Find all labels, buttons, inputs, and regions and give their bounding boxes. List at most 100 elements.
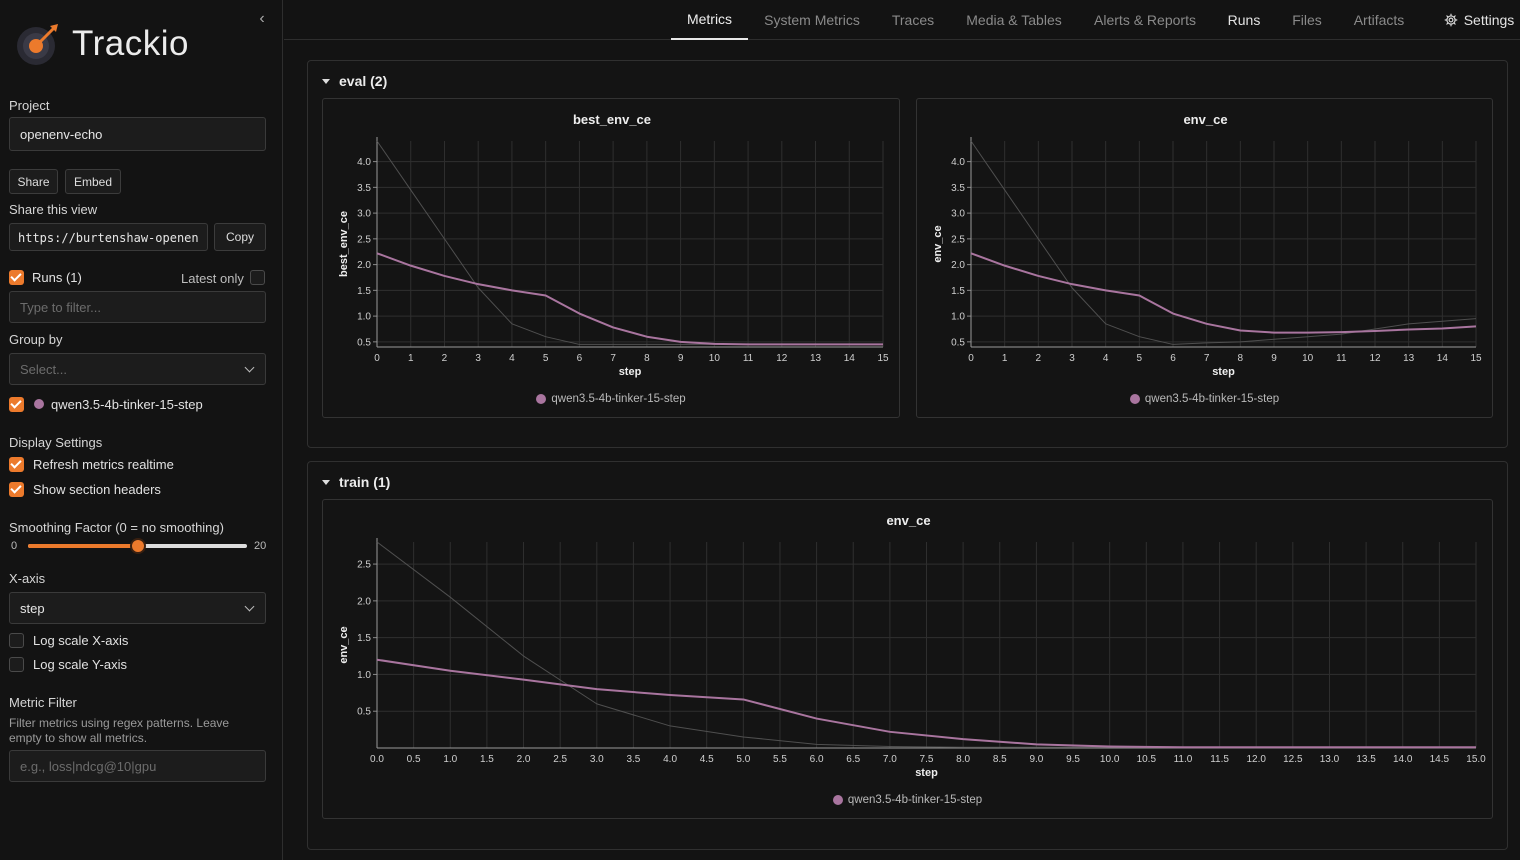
x-tick-label: 8.5 xyxy=(993,754,1007,765)
group-by-label: Group by xyxy=(9,332,63,347)
section-train: train (1) env_ce 0.0 0.5 1.0 1.5 2.0 2.5 3.0 3.5… xyxy=(307,461,1508,850)
chart-legend: qwen3.5-4b-tinker-15-step xyxy=(917,393,1492,405)
group-by-select[interactable]: Select... xyxy=(9,353,266,385)
x-tick-label: 13 xyxy=(1403,353,1415,364)
run-name: qwen3.5-4b-tinker-15-step xyxy=(51,397,203,412)
y-tick-label: 2.0 xyxy=(357,596,371,607)
x-tick-label: 11.0 xyxy=(1174,754,1193,765)
project-field[interactable]: openenv-echo xyxy=(9,117,266,151)
x-tick-label: 5 xyxy=(1137,353,1143,364)
x-tick-label: 1 xyxy=(408,353,414,364)
y-tick-label: 1.0 xyxy=(951,312,965,323)
x-tick-label: 6.0 xyxy=(810,754,824,765)
tab-media-tables[interactable]: Media & Tables xyxy=(966,12,1062,28)
series-line xyxy=(376,658,1476,749)
legend-series-name: qwen3.5-4b-tinker-15-step xyxy=(551,393,686,405)
group-by-placeholder: Select... xyxy=(20,362,67,377)
x-tick-label: 8 xyxy=(1238,353,1244,364)
y-tick-label: 3.5 xyxy=(951,183,965,194)
trackio-logo-icon xyxy=(17,24,58,65)
x-tick-label: 4.5 xyxy=(700,754,714,765)
y-tick-label: 1.0 xyxy=(357,670,371,681)
log-y-checkbox[interactable] xyxy=(9,657,24,672)
x-tick-label: 2.0 xyxy=(517,754,531,765)
x-tick-label: 13.0 xyxy=(1320,754,1340,765)
embed-button[interactable]: Embed xyxy=(65,169,121,194)
refresh-checkbox[interactable] xyxy=(9,457,24,472)
share-url-field[interactable]: https://burtenshaw-openen xyxy=(9,223,208,251)
x-tick-label: 13.5 xyxy=(1356,754,1376,765)
x-tick-label: 5 xyxy=(543,353,549,364)
latest-only-checkbox[interactable] xyxy=(250,270,265,285)
legend-series-name: qwen3.5-4b-tinker-15-step xyxy=(847,794,983,806)
x-tick-label: 2.5 xyxy=(553,754,567,765)
section-train-title: train (1) xyxy=(339,474,391,490)
x-tick-label: 6 xyxy=(577,353,583,364)
tab-traces[interactable]: Traces xyxy=(891,12,935,28)
run-filter-input[interactable]: Type to filter... xyxy=(9,291,266,323)
copy-button[interactable]: Copy xyxy=(214,223,266,251)
y-tick-label: 3.0 xyxy=(357,209,371,220)
logo: Trackio xyxy=(16,22,189,66)
share-button[interactable]: Share xyxy=(9,169,58,194)
section-train-header[interactable]: train (1) xyxy=(322,474,390,490)
metric-filter-input[interactable]: e.g., loss|ndcg@10|gpu xyxy=(9,750,266,782)
chart-panel-env-ce-eval: env_ce 0 1 2 3 4 5 6 7 8 9 10 11 12 13 14 15 0.5 1.0 1.5 2.0… xyxy=(916,98,1493,418)
display-settings-label: Display Settings xyxy=(9,435,103,450)
y-tick-label: 3.0 xyxy=(951,209,965,220)
x-tick-label: 7 xyxy=(610,353,616,364)
series-line xyxy=(376,252,883,346)
log-y-label: Log scale Y-axis xyxy=(33,657,127,672)
legend-dot xyxy=(536,394,547,404)
tab-settings[interactable]: Settings xyxy=(1434,0,1520,40)
y-tick-label: 1.5 xyxy=(951,286,965,297)
x-tick-label: 0 xyxy=(968,353,974,364)
tab-files[interactable]: Files xyxy=(1292,12,1322,28)
y-tick-label: 0.5 xyxy=(357,337,371,348)
x-tick-label: 15.0 xyxy=(1466,754,1486,765)
x-tick-label: 12.5 xyxy=(1283,754,1303,765)
y-axis-label: best_env_ce xyxy=(338,211,350,277)
x-tick-label: 12.0 xyxy=(1246,754,1266,765)
caret-down-icon xyxy=(322,78,330,84)
sidebar: ‹ Trackio Project openenv-echo Share Emb… xyxy=(0,0,283,860)
x-tick-label: 6.5 xyxy=(846,754,860,765)
x-tick-label: 10 xyxy=(1302,353,1314,364)
x-tick-label: 4 xyxy=(1103,353,1109,364)
x-tick-label: 1.5 xyxy=(480,754,494,765)
x-tick-label: 0.0 xyxy=(370,754,384,765)
xaxis-value: step xyxy=(20,601,45,616)
run-color-dot xyxy=(34,399,44,409)
collapse-sidebar-icon[interactable]: ‹ xyxy=(259,10,265,27)
y-tick-label: 0.5 xyxy=(357,707,371,718)
tab-runs[interactable]: Runs xyxy=(1227,12,1261,28)
section-headers-label: Show section headers xyxy=(33,482,161,497)
section-eval-title: eval (2) xyxy=(339,73,388,89)
tab-alerts-reports[interactable]: Alerts & Reports xyxy=(1094,12,1196,28)
y-tick-label: 2.5 xyxy=(357,560,371,571)
slider-thumb[interactable] xyxy=(129,538,146,554)
y-tick-label: 2.0 xyxy=(357,260,371,271)
y-tick-label: 1.5 xyxy=(357,633,371,644)
log-x-checkbox[interactable] xyxy=(9,633,24,648)
section-eval: eval (2) best_env_ce 0 1 2 3 4 5 6 7 8 9 10 11 12 13 14… xyxy=(307,60,1508,448)
x-axis-label: step xyxy=(1212,366,1235,378)
tab-artifacts[interactable]: Artifacts xyxy=(1353,12,1405,28)
chart-title: env_ce xyxy=(886,513,930,528)
x-tick-label: 1.0 xyxy=(443,754,457,765)
x-tick-label: 3 xyxy=(1069,353,1075,364)
section-eval-header[interactable]: eval (2) xyxy=(322,73,387,89)
tab-metrics[interactable]: Metrics xyxy=(671,0,748,40)
section-headers-checkbox[interactable] xyxy=(9,482,24,497)
tab-system-metrics[interactable]: System Metrics xyxy=(764,12,860,28)
run-checkbox[interactable] xyxy=(9,397,24,412)
y-axis-label: env_ce xyxy=(932,225,944,262)
runs-checkbox[interactable] xyxy=(9,270,24,285)
x-tick-label: 2 xyxy=(1036,353,1042,364)
chevron-down-icon xyxy=(244,601,255,612)
x-tick-label: 12 xyxy=(1369,353,1381,364)
x-tick-label: 3.5 xyxy=(626,754,640,765)
xaxis-select[interactable]: step xyxy=(9,592,266,624)
smoothing-slider[interactable] xyxy=(28,538,247,554)
x-tick-label: 9.0 xyxy=(1029,754,1043,765)
